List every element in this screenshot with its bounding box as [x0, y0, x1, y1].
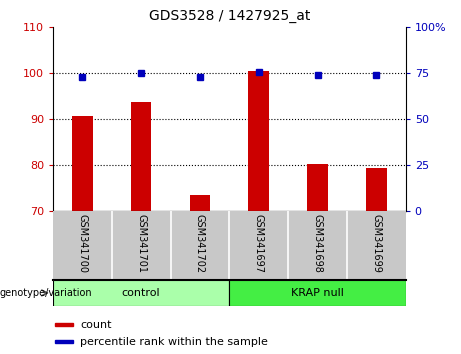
Text: GSM341699: GSM341699: [371, 214, 381, 273]
Text: GSM341701: GSM341701: [136, 214, 146, 273]
Text: genotype/variation: genotype/variation: [0, 288, 93, 298]
Bar: [55, 341, 73, 343]
Bar: [230, 280, 406, 306]
Text: KRAP null: KRAP null: [291, 288, 344, 298]
Bar: [72, 116, 93, 211]
Text: control: control: [122, 288, 160, 298]
Text: GSM341700: GSM341700: [77, 214, 88, 273]
Bar: [248, 71, 269, 211]
Bar: [366, 168, 387, 211]
Text: count: count: [80, 320, 112, 330]
Title: GDS3528 / 1427925_at: GDS3528 / 1427925_at: [148, 9, 310, 23]
Text: GSM341698: GSM341698: [313, 214, 323, 273]
Bar: [307, 164, 328, 211]
Bar: [189, 195, 210, 211]
Text: percentile rank within the sample: percentile rank within the sample: [80, 337, 268, 347]
Bar: [131, 103, 152, 211]
Bar: [55, 324, 73, 326]
Text: GSM341702: GSM341702: [195, 214, 205, 273]
Text: GSM341697: GSM341697: [254, 214, 264, 273]
Bar: [53, 280, 230, 306]
